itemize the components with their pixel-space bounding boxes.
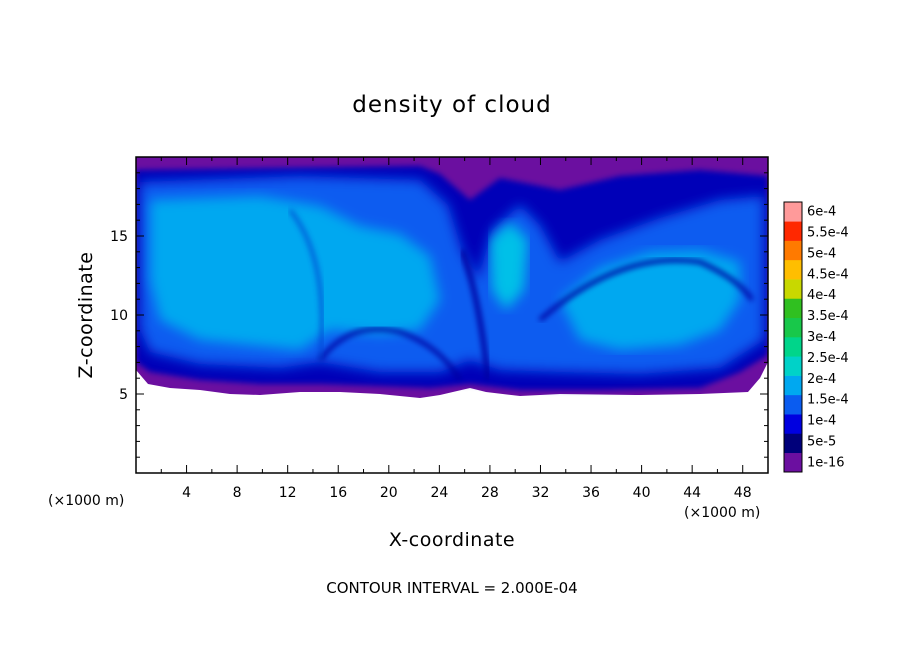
colorbar-swatch [784,375,802,396]
x-axis-label: X-coordinate [389,529,515,551]
chart-title: density of cloud [352,92,551,118]
cloud-bright-mid [490,222,528,310]
colorbar-swatch [784,356,802,376]
x-tick-label: 44 [683,485,701,501]
colorbar-label: 5e-4 [807,246,836,261]
y-axis-ticks: 5 10 15 [110,172,768,458]
colorbar-swatch [784,259,802,280]
y-axis-label: Z-coordinate [75,252,97,379]
colorbar-label: 2.5e-4 [807,351,849,366]
colorbar-swatch [784,452,802,473]
colorbar-label: 5.5e-4 [807,226,849,241]
y-tick-label: 10 [110,308,128,324]
x-unit-label-right: (×1000 m) [684,505,760,521]
x-axis-ticks: 4 8 12 16 20 24 28 32 36 40 44 48 [160,157,752,501]
colorbar-swatch [784,337,802,357]
colorbar-swatch [784,240,802,261]
x-tick-label: 24 [430,485,448,501]
colorbar-swatch [784,317,802,338]
y-tick-label: 5 [119,387,128,403]
colorbar-label: 1.5e-4 [807,393,849,408]
x-unit-label-left: (×1000 m) [48,493,124,509]
cloud-filament [288,209,324,361]
colorbar-label: 6e-4 [807,205,836,220]
x-tick-label: 16 [329,485,347,501]
cloud-filament [538,258,754,322]
colorbar-label: 2e-4 [807,372,836,387]
colorbar-label: 3e-4 [807,330,836,345]
y-tick-label: 15 [110,229,128,245]
x-tick-label: 28 [481,485,499,501]
colorbar-swatch [784,221,802,241]
colorbar-swatch [784,433,802,454]
x-tick-label: 48 [734,485,752,501]
cloud-filament [318,327,462,382]
colorbar-label: 5e-5 [807,434,836,449]
contour-interval-note: CONTOUR INTERVAL = 2.000E-04 [326,579,577,597]
colorbar-swatch [784,202,802,222]
x-tick-label: 12 [279,485,297,501]
cloud-bright-core [150,196,440,350]
x-tick-label: 8 [233,485,242,501]
x-tick-label: 4 [182,485,191,501]
x-tick-label: 36 [582,485,600,501]
colorbar: 1e-16 5e-5 1e-4 1.5e-4 2e-4 2.5e-4 3e-4 3.5e-4 4… [783,201,849,473]
density-field [136,157,768,398]
colorbar-swatch [784,394,802,415]
cloud-filament [459,249,491,381]
x-tick-label: 20 [380,485,398,501]
colorbar-label: 4.5e-4 [807,267,849,282]
colorbar-frame [783,201,803,473]
colorbar-swatch [784,298,802,319]
colorbar-label: 4e-4 [807,288,836,303]
x-tick-label: 40 [633,485,651,501]
colorbar-label: 3.5e-4 [807,309,849,324]
colorbar-swatch [784,414,802,434]
x-tick-label: 32 [532,485,550,501]
colorbar-swatch [784,279,802,299]
colorbar-label: 1e-16 [807,455,845,470]
colorbar-label: 1e-4 [807,414,836,429]
